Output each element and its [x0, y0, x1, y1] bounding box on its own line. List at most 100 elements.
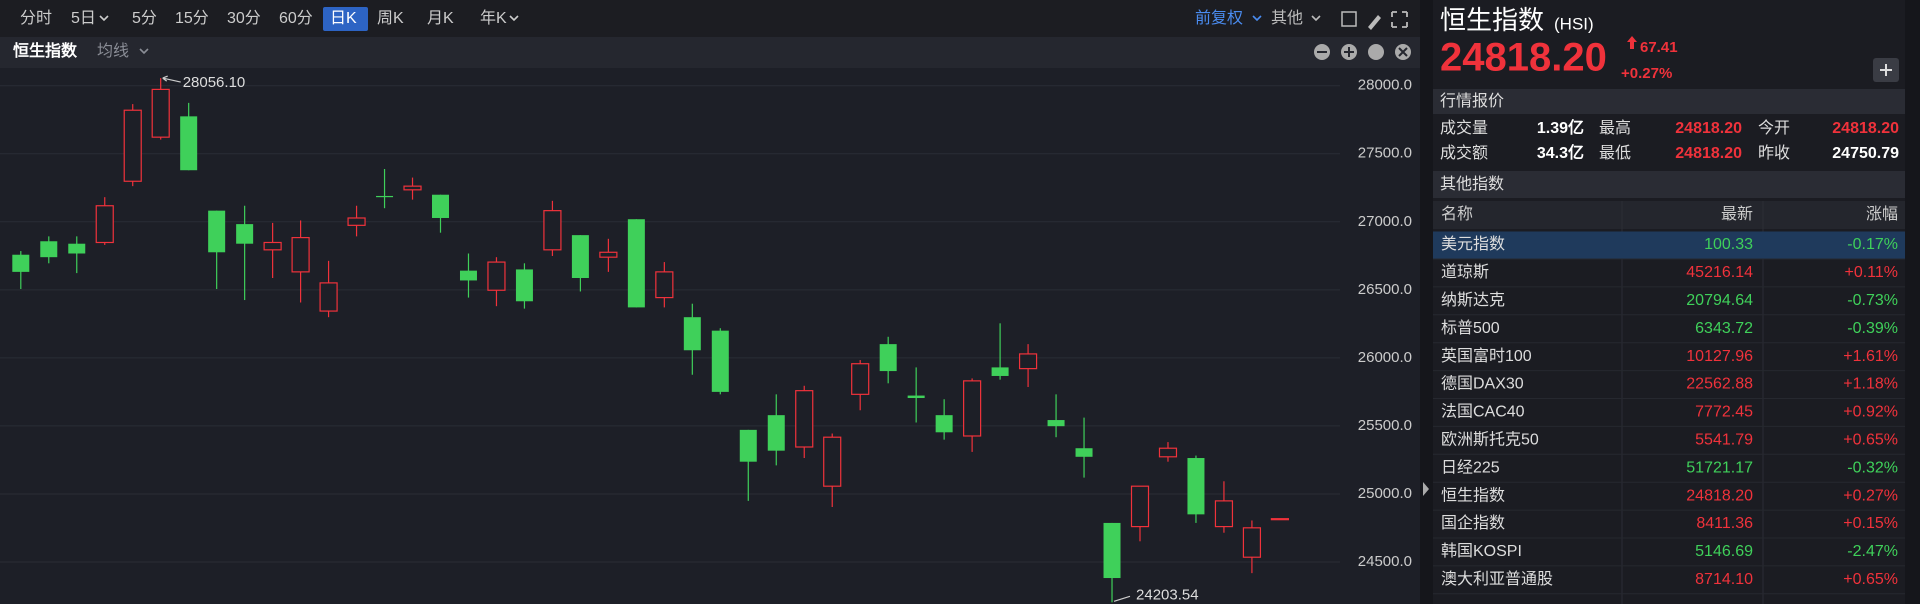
quote-price: 24818.20: [1440, 36, 1607, 80]
index-name[interactable]: 英国富时100: [1441, 347, 1532, 365]
candle-body: [543, 210, 562, 251]
candle-body: [851, 363, 870, 395]
selected-row[interactable]: [1433, 231, 1905, 259]
collapse-arrow[interactable]: [1423, 482, 1429, 496]
settings[interactable]: [1368, 44, 1384, 60]
caret: [509, 15, 519, 22]
stat-label: 最低: [1599, 144, 1631, 162]
stat-value: 24818.20: [1675, 120, 1742, 137]
quote-change: 67.41: [1640, 39, 1678, 56]
candle-body: [571, 235, 589, 278]
index-name[interactable]: 欧洲斯托克50: [1441, 431, 1539, 449]
candle-body: [1018, 353, 1038, 370]
y-tick-label: 25500.0: [1358, 417, 1412, 434]
stat-label: 今开: [1758, 119, 1790, 137]
candle-body: [459, 270, 477, 281]
period-tab[interactable]: 5分: [132, 9, 157, 27]
period-tab[interactable]: 年K: [480, 9, 507, 27]
index-change: +0.15%: [1843, 515, 1898, 532]
index-name[interactable]: 道琼斯: [1441, 263, 1489, 281]
indicator-select[interactable]: 均线: [97, 42, 129, 60]
period-tab[interactable]: 分时: [20, 9, 52, 27]
y-tick-label: 24500.0: [1358, 553, 1412, 570]
index-change: +1.61%: [1843, 348, 1898, 365]
index-change: +0.92%: [1843, 404, 1898, 421]
period-highlight: [323, 7, 368, 31]
candle-body: [627, 219, 645, 308]
column-header: 名称: [1441, 205, 1473, 223]
period-tab[interactable]: 60分: [279, 9, 313, 27]
index-name[interactable]: 美元指数: [1441, 235, 1505, 253]
section-bar: [1433, 89, 1905, 114]
index-name[interactable]: 德国DAX30: [1441, 375, 1524, 393]
section-title: 其他指数: [1440, 175, 1504, 193]
index-last: 8714.10: [1695, 571, 1753, 588]
index-name[interactable]: 日经225: [1441, 458, 1500, 476]
layout-icon[interactable]: [1341, 11, 1357, 27]
period-tab[interactable]: 周K: [377, 10, 404, 27]
index-last: 10127.96: [1686, 348, 1753, 365]
period-tab[interactable]: 30分: [227, 9, 261, 27]
candle-body: [599, 251, 618, 258]
candle-body: [711, 330, 729, 392]
candle-body: [795, 390, 814, 448]
index-name[interactable]: 标普500: [1441, 319, 1500, 337]
stat-value: 24818.20: [1675, 145, 1742, 162]
stat-label: 成交量: [1440, 119, 1488, 137]
y-tick-label: 27000.0: [1358, 213, 1412, 230]
index-name[interactable]: 国企指数: [1441, 514, 1505, 532]
section-title: 行情报价: [1440, 92, 1504, 110]
index-last: 22562.88: [1686, 376, 1753, 393]
candle-body: [68, 243, 86, 254]
caret: [99, 15, 109, 22]
chart-controls: [1314, 44, 1411, 60]
index-name[interactable]: 澳大利亚普通股: [1441, 570, 1553, 588]
candle-body: [1075, 448, 1093, 457]
index-name[interactable]: 纳斯达克: [1441, 291, 1505, 309]
candle-body: [767, 415, 785, 451]
quote-change-pct: +0.27%: [1621, 65, 1672, 82]
candle-body: [263, 241, 282, 251]
quote-name: 恒生指数: [1440, 5, 1544, 35]
index-change: +0.11%: [1844, 264, 1898, 281]
candle-body: [515, 269, 533, 302]
add-glyph: [1880, 64, 1892, 76]
fullscreen-icon[interactable]: [1391, 11, 1408, 28]
index-last: 100.33: [1704, 236, 1753, 253]
stat-value: 1.39亿: [1537, 118, 1584, 137]
index-change: -0.73%: [1847, 292, 1898, 309]
candle-body: [655, 271, 674, 299]
y-tick-label: 27500.0: [1358, 145, 1412, 162]
index-name[interactable]: 恒生指数: [1441, 486, 1505, 504]
chart-title: 恒生指数: [13, 41, 78, 60]
candle-body: [1242, 527, 1262, 558]
candle-body: [1214, 500, 1234, 528]
index-last: 8411.36: [1696, 515, 1753, 532]
candle-body: [1158, 447, 1178, 458]
period-tab[interactable]: 15分: [175, 9, 209, 27]
candle-body: [376, 195, 394, 198]
index-name[interactable]: 法国CAC40: [1441, 403, 1525, 421]
adjust-select[interactable]: 前复权: [1195, 9, 1243, 27]
period-tab[interactable]: 日K: [330, 10, 357, 27]
period-tab[interactable]: 月K: [427, 10, 454, 27]
index-name[interactable]: 韩国KOSPI: [1441, 542, 1522, 560]
candle-body: [739, 429, 757, 462]
candle-body: [823, 436, 842, 487]
index-last: 20794.64: [1686, 292, 1753, 309]
candle-body: [1270, 518, 1290, 521]
candle-body: [1187, 458, 1205, 515]
plot-area: [0, 68, 1420, 604]
caret: [1311, 15, 1321, 22]
candle-body: [432, 194, 449, 218]
candle-body: [1103, 522, 1121, 579]
draw-icon[interactable]: [1368, 15, 1381, 30]
section-bar: [1433, 171, 1905, 198]
stat-value: 34.3亿: [1537, 143, 1584, 162]
caret: [1252, 15, 1262, 22]
other-select[interactable]: 其他: [1271, 9, 1303, 27]
candle-body: [1047, 420, 1065, 427]
period-tab[interactable]: 5日: [71, 10, 96, 27]
